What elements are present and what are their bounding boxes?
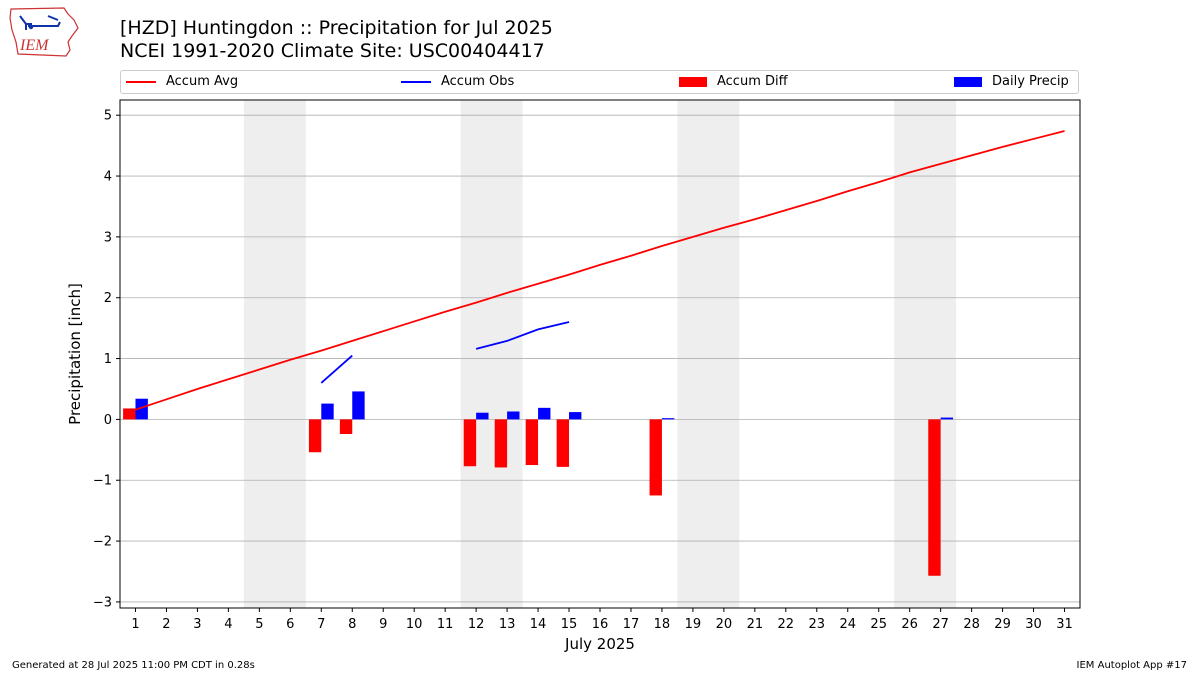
app-id: IEM Autoplot App #17 xyxy=(1076,660,1187,671)
x-tick-label: 1 xyxy=(131,617,139,632)
iem-logo: IEM xyxy=(9,7,79,57)
x-tick-label: 18 xyxy=(654,617,671,632)
y-tick-label: 4 xyxy=(104,170,112,185)
x-tick-label: 7 xyxy=(317,617,325,632)
weather-station-dot xyxy=(28,24,34,30)
x-tick-label: 9 xyxy=(379,617,387,632)
accum-diff-bar xyxy=(928,419,941,576)
y-tick-label: 5 xyxy=(104,109,112,124)
legend-label-accum-diff: Accum Diff xyxy=(717,74,788,89)
weekend-band xyxy=(894,100,957,608)
x-tick-label: 31 xyxy=(1056,617,1073,632)
x-tick-label: 23 xyxy=(809,617,826,632)
chart-title: [HZD] Huntingdon :: Precipitation for Ju… xyxy=(120,17,553,63)
x-tick-label: 25 xyxy=(870,617,887,632)
generated-timestamp: Generated at 28 Jul 2025 11:00 PM CDT in… xyxy=(12,660,255,671)
x-tick-label: 22 xyxy=(778,617,795,632)
weekend-shading xyxy=(243,100,957,608)
daily-precip-bar xyxy=(940,417,954,420)
accum-diff-bar xyxy=(649,419,662,496)
weekend-band xyxy=(243,100,306,608)
x-tick-label: 8 xyxy=(348,617,356,632)
daily-precip-bar xyxy=(661,418,675,420)
x-tick-label: 11 xyxy=(437,617,454,632)
accum-diff-bar xyxy=(494,419,508,468)
bars xyxy=(123,391,954,576)
daily-precip-bar xyxy=(476,412,489,420)
y-tick-label: 1 xyxy=(104,352,112,367)
x-tick-label: 13 xyxy=(499,617,516,632)
legend-swatch-accum-avg xyxy=(126,80,156,83)
legend-item-daily-precip: Daily Precip xyxy=(954,74,1069,89)
legend-label-accum-avg: Accum Avg xyxy=(166,74,239,89)
y-tick-label: −3 xyxy=(93,595,112,610)
legend: Accum Avg Accum Obs Accum Diff Daily Pre… xyxy=(120,70,1079,94)
y-tick-label: −2 xyxy=(93,535,112,550)
legend-swatch-accum-diff xyxy=(679,76,707,87)
logo-text: IEM xyxy=(19,37,50,54)
legend-label-daily-precip: Daily Precip xyxy=(992,74,1069,89)
legend-item-accum-diff: Accum Diff xyxy=(679,74,788,89)
weekend-band xyxy=(460,100,523,608)
x-tick-label: 21 xyxy=(747,617,764,632)
accum-obs-line xyxy=(320,354,353,384)
x-tick-label: 17 xyxy=(623,617,640,632)
daily-precip-bar xyxy=(135,398,148,420)
x-axis-label: July 2025 xyxy=(564,635,635,653)
title-line-1: [HZD] Huntingdon :: Precipitation for Ju… xyxy=(120,17,553,39)
lines xyxy=(135,130,1065,411)
y-axis-label: Precipitation [inch] xyxy=(66,283,84,425)
x-tick-label: 19 xyxy=(685,617,702,632)
x-tick-label: 29 xyxy=(994,617,1011,632)
x-tick-label: 15 xyxy=(561,617,578,632)
x-tick-label: 6 xyxy=(286,617,294,632)
weekend-band xyxy=(677,100,740,608)
x-tick-label: 24 xyxy=(839,617,856,632)
x-tick-label: 5 xyxy=(255,617,263,632)
iowa-state-outline xyxy=(9,7,79,57)
accum-diff-bar xyxy=(308,419,322,453)
title-line-2: NCEI 1991-2020 Climate Site: USC00404417 xyxy=(120,40,545,62)
legend-item-accum-avg: Accum Avg xyxy=(126,74,238,89)
daily-precip-bar xyxy=(352,391,365,420)
weather-vane-icon xyxy=(19,15,61,30)
x-tick-label: 14 xyxy=(530,617,547,632)
accum-diff-bar xyxy=(339,419,353,435)
y-tick-label: 3 xyxy=(104,230,112,245)
y-tick-label: 0 xyxy=(104,413,112,428)
accum-diff-bar xyxy=(525,419,539,466)
daily-precip-bar xyxy=(569,412,582,420)
y-tick-label: 2 xyxy=(104,291,112,306)
accum-diff-bar xyxy=(123,408,136,420)
accum-obs-line xyxy=(475,321,570,350)
legend-item-accum-obs: Accum Obs xyxy=(401,74,514,89)
legend-swatch-daily-precip xyxy=(954,76,982,87)
gridlines xyxy=(120,114,1080,603)
accum-diff-bar xyxy=(556,419,570,467)
daily-precip-bar xyxy=(538,407,551,420)
legend-label-accum-obs: Accum Obs xyxy=(441,74,515,89)
x-tick-label: 26 xyxy=(901,617,918,632)
daily-precip-bar xyxy=(507,411,520,420)
accum-diff-bar xyxy=(463,419,477,467)
x-tick-label: 30 xyxy=(1025,617,1042,632)
x-tick-label: 20 xyxy=(716,617,733,632)
x-tick-label: 4 xyxy=(224,617,232,632)
x-tick-label: 2 xyxy=(162,617,170,632)
daily-precip-bar xyxy=(321,403,334,420)
x-tick-label: 16 xyxy=(592,617,609,632)
x-tick-label: 27 xyxy=(932,617,949,632)
x-tick-label: 28 xyxy=(963,617,980,632)
legend-swatch-accum-obs xyxy=(401,80,431,83)
x-tick-label: 12 xyxy=(468,617,485,632)
x-tick-label: 10 xyxy=(406,617,423,632)
y-tick-label: −1 xyxy=(93,474,112,489)
x-tick-label: 3 xyxy=(193,617,201,632)
accum-avg-line xyxy=(135,130,1065,411)
